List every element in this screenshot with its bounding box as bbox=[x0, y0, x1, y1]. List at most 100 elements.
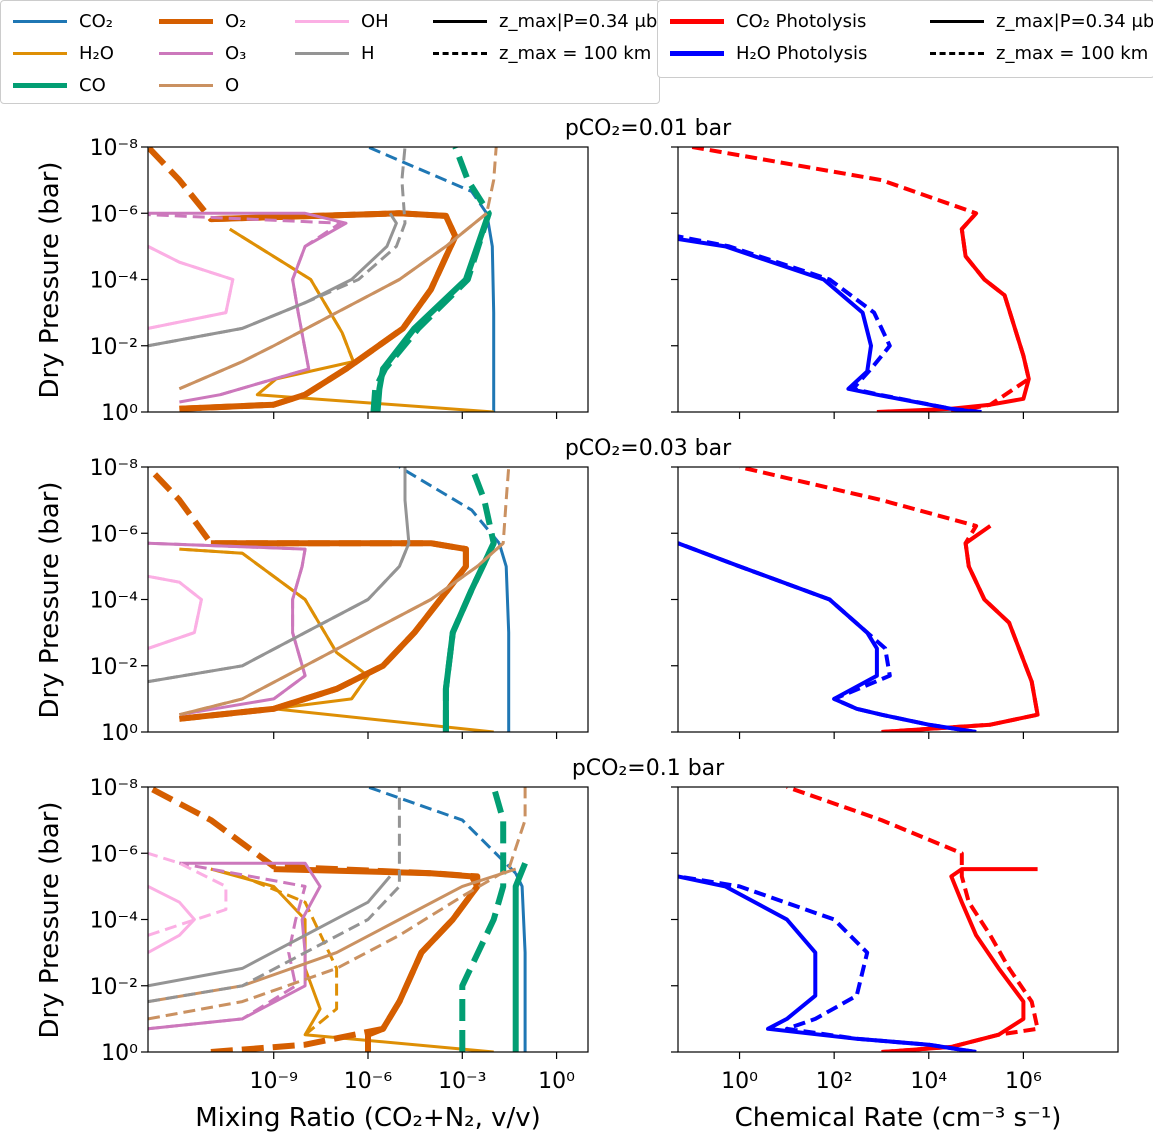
series-line-o-solid bbox=[148, 211, 348, 404]
legend-entry: z_max = 100 km bbox=[433, 41, 651, 65]
legend-rates: CO₂ Photolysis H₂O Photolysis z_max|P=0.34… bbox=[657, 0, 1153, 78]
panel-title: pCO₂=0.01 bar bbox=[565, 116, 732, 141]
legend-swatch bbox=[433, 51, 487, 55]
y-tick-label: 10⁻⁸ bbox=[90, 456, 139, 481]
series-line-hophotolysis-dashed bbox=[678, 874, 977, 1052]
series-line-o-dashed bbox=[148, 213, 342, 397]
legend-entry: O₂ bbox=[159, 9, 246, 33]
y-axis-label-row-2: Dry Pressure (bar) bbox=[35, 481, 65, 718]
series-line-o-dashed bbox=[178, 147, 498, 391]
series-line-cophotolysis-dashed bbox=[691, 147, 1031, 412]
x-tick-label: 10⁻⁹ bbox=[249, 1069, 297, 1094]
legend-swatch bbox=[159, 51, 213, 55]
y-tick-label: 10⁻⁴ bbox=[90, 589, 139, 614]
legend-label: O₂ bbox=[225, 10, 247, 32]
series-line-co-solid bbox=[374, 212, 492, 412]
series-line-o-dashed bbox=[179, 467, 511, 717]
series-line-h-solid bbox=[148, 467, 411, 684]
series-group bbox=[678, 467, 1040, 732]
y-tick-label: 10⁻⁸ bbox=[90, 776, 139, 801]
series-line-ho-solid bbox=[210, 867, 494, 1052]
series-line-oh-solid bbox=[148, 245, 235, 330]
y-axis-label-row-1: Dry Pressure (bar) bbox=[35, 161, 65, 398]
x-tick-label: 10⁻³ bbox=[438, 1069, 486, 1094]
legend-entry: H₂O Photolysis bbox=[670, 41, 867, 65]
series-line-h-solid bbox=[148, 875, 392, 988]
series-group bbox=[148, 787, 528, 1052]
series-line-cophotolysis-dashed bbox=[786, 787, 1040, 1052]
series-line-co-solid bbox=[485, 213, 496, 412]
legend-label: O₃ bbox=[225, 42, 247, 64]
series-line-hophotolysis-dashed bbox=[678, 541, 977, 732]
legend-swatch bbox=[930, 51, 984, 55]
series-line-co-dashed bbox=[442, 467, 497, 732]
series-line-hophotolysis-dashed bbox=[678, 234, 982, 412]
legend-entry: H bbox=[295, 41, 375, 65]
series-line-oh-dashed bbox=[148, 574, 203, 650]
legend-label: z_max|P=0.34 μbar bbox=[996, 10, 1153, 32]
series-line-co-solid bbox=[512, 862, 528, 1052]
panel-title: pCO₂=0.1 bar bbox=[572, 756, 725, 781]
legend-swatch bbox=[13, 19, 67, 23]
series-line-o-solid bbox=[178, 212, 488, 391]
series-line-o-dashed bbox=[148, 787, 527, 1021]
series-line-h-dashed bbox=[148, 147, 407, 348]
panel-2 bbox=[671, 146, 1119, 419]
series-line-oh-dashed bbox=[148, 245, 235, 330]
series-line-o-dashed bbox=[148, 467, 469, 722]
legend-entry: O₃ bbox=[159, 41, 246, 65]
y-tick-label: 10⁻⁶ bbox=[90, 842, 139, 867]
y-axis-label-row-3: Dry Pressure (bar) bbox=[35, 801, 65, 1038]
series-line-hophotolysis-solid bbox=[678, 874, 977, 1052]
series-line-co-solid bbox=[497, 542, 511, 732]
legend-label: z_max|P=0.34 μbar bbox=[499, 10, 676, 32]
series-group bbox=[148, 467, 511, 732]
axes-frame bbox=[677, 146, 1119, 413]
legend-label: OH bbox=[361, 10, 389, 32]
x-tick-label: 10⁰ bbox=[721, 1069, 758, 1094]
legend-entry: H₂O bbox=[13, 41, 114, 65]
series-line-cophotolysis-solid bbox=[881, 867, 1038, 1052]
legend-swatch bbox=[433, 19, 487, 23]
y-tick-label: 10⁻⁴ bbox=[90, 269, 139, 294]
x-tick-label: 10⁰ bbox=[538, 1069, 575, 1094]
series-line-cophotolysis-solid bbox=[881, 524, 1040, 732]
y-tick-label: 10⁰ bbox=[101, 1041, 138, 1066]
series-group bbox=[148, 147, 498, 412]
panel-6: 10⁰ 10² 10⁴ 10⁶ bbox=[671, 786, 1119, 1094]
legend-label: CO bbox=[79, 74, 106, 96]
series-line-oh-solid bbox=[148, 574, 203, 650]
legend-swatch bbox=[930, 19, 984, 23]
series-line-o-dashed bbox=[148, 787, 481, 1052]
series-line-co-dashed bbox=[398, 467, 501, 545]
series-group bbox=[678, 147, 1031, 412]
series-line-ho-solid bbox=[229, 227, 494, 412]
legend-swatch bbox=[670, 18, 724, 24]
panel-5: 10⁻⁸ 10⁻⁶ 10⁻⁴ 10⁻² 10⁰ 10⁻⁹ 10⁻⁶ 10⁻³ 10⁰ pCO₂=0… bbox=[90, 756, 726, 1094]
series-line-co-dashed bbox=[367, 787, 517, 875]
panel-4 bbox=[671, 466, 1119, 739]
legend-entry: OH bbox=[295, 9, 389, 33]
legend-entry: CO₂ Photolysis bbox=[670, 9, 866, 33]
legend-label: H bbox=[361, 42, 375, 64]
series-line-hophotolysis-solid bbox=[678, 541, 977, 732]
y-tick-label: 10⁻² bbox=[90, 975, 138, 1000]
series-line-co-dashed bbox=[367, 147, 488, 215]
legend-entry: O bbox=[159, 73, 239, 97]
legend-swatch bbox=[13, 82, 67, 88]
series-line-o-solid bbox=[148, 867, 517, 1004]
panel-3: 10⁻⁸ 10⁻⁶ 10⁻⁴ 10⁻² 10⁰ pCO₂=0.03 bar bbox=[90, 436, 733, 746]
legend-label: z_max = 100 km bbox=[996, 42, 1149, 64]
panel-title: pCO₂=0.03 bar bbox=[565, 436, 732, 461]
legend-label: H₂O bbox=[79, 42, 114, 64]
x-tick-label: 10⁶ bbox=[1005, 1069, 1042, 1094]
legend-entry: CO bbox=[13, 73, 106, 97]
legend-entry: z_max = 100 km bbox=[930, 41, 1148, 65]
series-line-oh-dashed bbox=[148, 851, 228, 937]
series-line-co-dashed bbox=[459, 787, 507, 1052]
legend-label: z_max = 100 km bbox=[499, 42, 652, 64]
legend-label: O bbox=[225, 74, 240, 96]
series-group bbox=[678, 787, 1040, 1052]
